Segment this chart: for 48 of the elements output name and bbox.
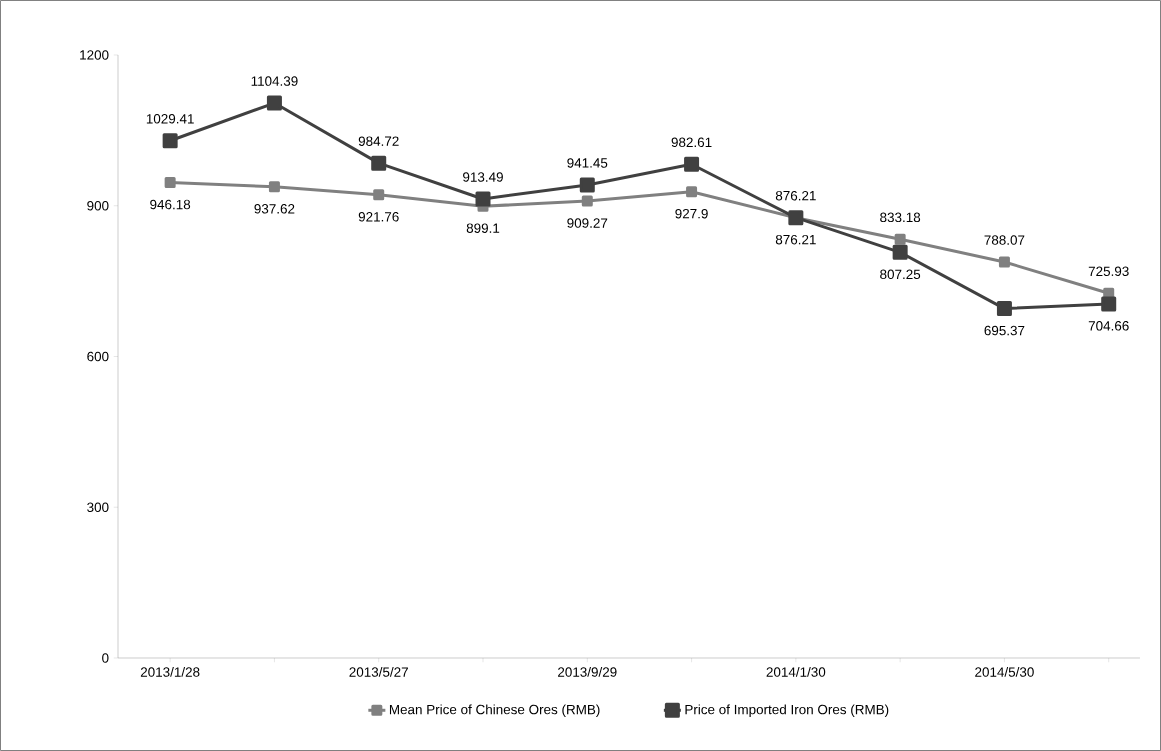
data-label: 899.1: [466, 223, 500, 233]
data-label: 704.66: [1088, 321, 1129, 331]
point: [164, 177, 176, 189]
data-label: 876.21: [775, 234, 816, 245]
point: [373, 189, 385, 201]
data-label: 982.61: [671, 137, 712, 148]
data-label: 788.07: [984, 235, 1025, 245]
y-tick-label: 1200: [80, 50, 109, 60]
point: [894, 233, 906, 245]
y-tick-label: 600: [87, 351, 109, 362]
data-label: 725.93: [1088, 266, 1129, 277]
x-tick-label: 2013/5/27: [349, 666, 408, 677]
point: [996, 301, 1012, 317]
point: [268, 181, 280, 193]
point: [1101, 296, 1117, 312]
x-tick-label: 2013/9/29: [558, 666, 617, 677]
x-tick-label: 2014/5/30: [975, 666, 1034, 677]
data-label: 909.27: [567, 218, 608, 228]
data-label: 941.45: [567, 158, 608, 168]
data-label: 984.72: [358, 136, 399, 146]
point: [686, 186, 698, 198]
point: [475, 191, 491, 207]
point: [162, 133, 178, 149]
data-label: 807.25: [880, 269, 921, 280]
x-tick-label: 2014/1/30: [766, 666, 826, 677]
point: [579, 177, 595, 193]
data-label: 876.21: [775, 190, 816, 201]
legend-label: Mean Price of Chinese Ores (RMB): [389, 704, 600, 717]
y-tick-label: 0: [102, 653, 109, 663]
data-label: 937.62: [254, 204, 295, 214]
point: [581, 195, 593, 207]
point: [998, 256, 1010, 268]
y-tick-label: 900: [87, 200, 109, 211]
point: [684, 156, 700, 172]
data-label: 1029.41: [146, 114, 194, 124]
data-label: 921.76: [358, 212, 399, 222]
point: [892, 244, 908, 260]
point: [371, 155, 387, 171]
legend-label: Price of Imported Iron Ores (RMB): [685, 704, 889, 717]
data-label: 927.9: [675, 208, 708, 219]
point: [266, 95, 282, 111]
data-label: 946.18: [150, 199, 191, 210]
data-label: 1104.39: [251, 76, 298, 86]
data-label: 695.37: [984, 325, 1025, 336]
x-tick-label: 2013/1/28: [140, 666, 200, 677]
y-tick-label: 300: [87, 502, 109, 512]
data-label: 833.18: [880, 212, 921, 223]
data-label: 913.49: [463, 172, 503, 182]
